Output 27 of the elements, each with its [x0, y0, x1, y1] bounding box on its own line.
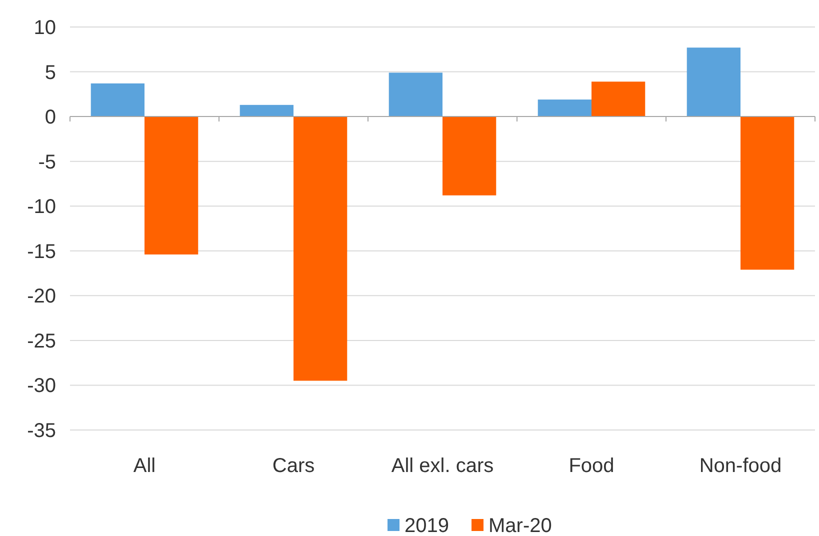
- y-tick-label: 10: [34, 17, 56, 39]
- legend-label: 2019: [404, 515, 449, 536]
- x-tick-label: Cars: [272, 455, 315, 477]
- bar: [294, 116, 348, 381]
- y-tick-label: -15: [27, 240, 56, 263]
- x-tick-label: Food: [568, 455, 614, 477]
- x-tick-label: All exl. cars: [391, 455, 494, 477]
- y-tick-label: 0: [44, 106, 56, 129]
- y-tick-label: -30: [27, 375, 56, 398]
- y-tick-label: 5: [44, 62, 56, 84]
- x-tick-label: All: [133, 455, 156, 477]
- y-tick-label: -35: [27, 420, 56, 442]
- y-tick-label: -25: [27, 330, 56, 352]
- y-tick-label: -20: [27, 286, 56, 308]
- bar: [240, 104, 294, 117]
- x-tick-label: Non-food: [699, 455, 782, 477]
- bar: [686, 48, 740, 117]
- bar: [144, 116, 198, 254]
- y-tick-label: -10: [27, 196, 56, 218]
- bar: [442, 116, 496, 196]
- y-tick-label: -5: [38, 151, 56, 174]
- bar: [538, 100, 592, 117]
- bar: [388, 72, 442, 117]
- bar: [592, 82, 646, 117]
- bar: [90, 83, 144, 117]
- bar: [740, 116, 794, 270]
- legend-label: Mar-20: [488, 515, 552, 536]
